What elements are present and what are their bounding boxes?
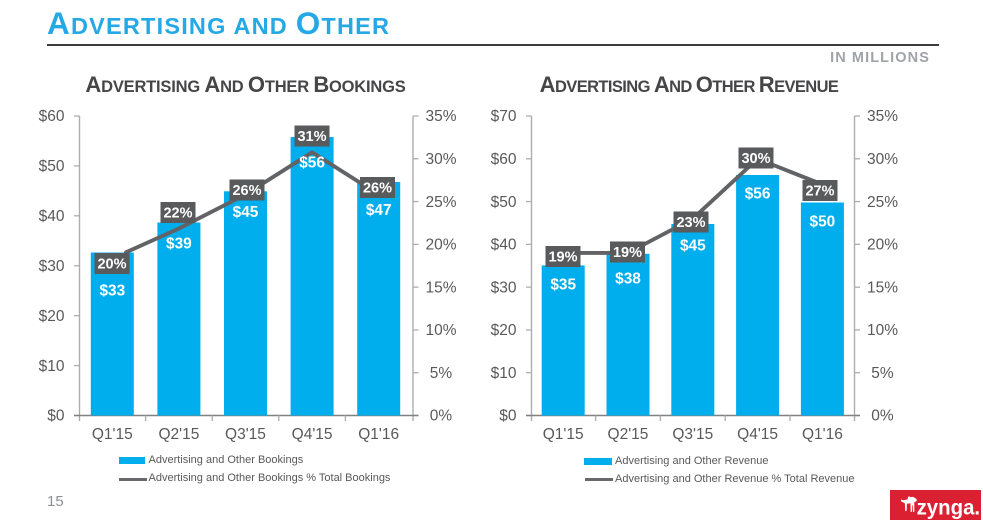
svg-text:$40: $40 (491, 237, 517, 254)
svg-text:26%: 26% (363, 181, 392, 197)
svg-text:10%: 10% (867, 322, 898, 339)
svg-text:$0: $0 (47, 408, 65, 425)
svg-text:20%: 20% (867, 237, 898, 254)
svg-text:Q1'15: Q1'15 (543, 426, 584, 443)
svg-text:19%: 19% (548, 250, 577, 266)
svg-text:$50: $50 (39, 158, 65, 175)
svg-text:$38: $38 (615, 270, 641, 287)
svg-text:15%: 15% (867, 279, 898, 296)
svg-text:$35: $35 (550, 276, 576, 293)
svg-text:$40: $40 (39, 208, 65, 225)
svg-text:Q4'15: Q4'15 (737, 426, 778, 443)
svg-text:25%: 25% (425, 194, 456, 211)
svg-text:19%: 19% (613, 245, 642, 261)
svg-text:$20: $20 (39, 308, 65, 325)
svg-text:Q2'15: Q2'15 (608, 426, 649, 443)
svg-text:$45: $45 (680, 238, 706, 255)
svg-text:$56: $56 (299, 155, 325, 172)
svg-text:20%: 20% (97, 257, 126, 273)
svg-text:$56: $56 (745, 186, 771, 203)
svg-text:$33: $33 (99, 283, 125, 300)
svg-text:20%: 20% (425, 237, 456, 254)
svg-text:10%: 10% (425, 322, 456, 339)
svg-text:26%: 26% (232, 183, 261, 199)
svg-text:35%: 35% (867, 108, 898, 125)
svg-text:30%: 30% (867, 151, 898, 168)
svg-text:$30: $30 (39, 258, 65, 275)
svg-text:23%: 23% (676, 215, 705, 231)
svg-text:25%: 25% (867, 194, 898, 211)
svg-text:$60: $60 (491, 151, 517, 168)
svg-text:$20: $20 (491, 322, 517, 339)
svg-text:Q4'15: Q4'15 (292, 426, 333, 443)
svg-text:Q3'15: Q3'15 (672, 426, 713, 443)
svg-text:0%: 0% (871, 408, 894, 425)
svg-text:22%: 22% (163, 206, 192, 222)
svg-text:35%: 35% (425, 108, 456, 125)
svg-text:$0: $0 (499, 408, 517, 425)
svg-text:$39: $39 (166, 235, 192, 252)
svg-text:$47: $47 (366, 202, 392, 219)
svg-text:$45: $45 (233, 204, 259, 221)
svg-text:0%: 0% (430, 408, 453, 425)
svg-text:31%: 31% (297, 129, 326, 145)
svg-text:27%: 27% (805, 184, 834, 200)
svg-text:5%: 5% (430, 365, 453, 382)
svg-text:$30: $30 (491, 279, 517, 296)
svg-text:Q2'15: Q2'15 (158, 426, 199, 443)
svg-text:Q1'16: Q1'16 (802, 426, 843, 443)
svg-text:30%: 30% (425, 151, 456, 168)
svg-text:Q3'15: Q3'15 (225, 426, 266, 443)
svg-text:zynga.: zynga. (917, 496, 981, 519)
svg-text:$60: $60 (39, 108, 65, 125)
svg-text:15%: 15% (425, 279, 456, 296)
svg-text:$70: $70 (491, 108, 517, 125)
svg-text:$50: $50 (491, 194, 517, 211)
svg-text:$10: $10 (39, 358, 65, 375)
svg-text:$50: $50 (810, 214, 836, 231)
svg-text:$10: $10 (491, 365, 517, 382)
svg-text:30%: 30% (741, 151, 770, 167)
svg-text:Q1'15: Q1'15 (92, 426, 133, 443)
svg-text:Q1'16: Q1'16 (358, 426, 399, 443)
svg-text:5%: 5% (871, 365, 894, 382)
